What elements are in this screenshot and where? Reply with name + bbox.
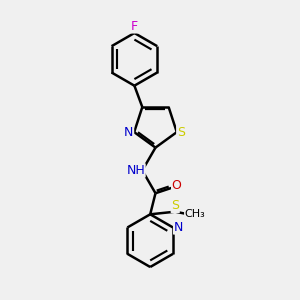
Text: S: S [177, 126, 185, 139]
Text: F: F [131, 20, 138, 33]
Text: N: N [124, 126, 134, 139]
Text: O: O [172, 179, 182, 192]
Text: N: N [174, 221, 183, 234]
Text: NH: NH [126, 164, 145, 177]
Text: CH₃: CH₃ [184, 209, 206, 219]
Text: S: S [171, 200, 179, 212]
